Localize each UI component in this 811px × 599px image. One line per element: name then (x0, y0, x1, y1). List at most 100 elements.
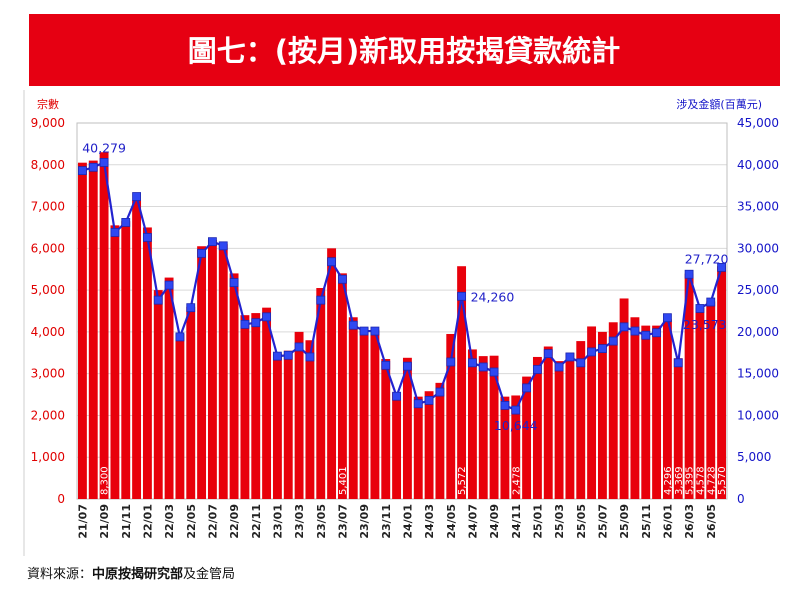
gridlines (76, 122, 728, 500)
bar (511, 395, 521, 499)
right-tick-label: 20,000 (737, 325, 779, 339)
bar (446, 333, 456, 499)
line-marker (88, 162, 98, 172)
line-marker (208, 237, 217, 247)
bar (565, 352, 575, 499)
left-tick-label: 0 (57, 492, 65, 506)
bar (77, 162, 87, 499)
bar (673, 358, 683, 499)
right-tick-label: 15,000 (737, 367, 779, 381)
line-marker (630, 326, 640, 336)
bar (121, 221, 131, 499)
x-tick-label: 26/05 (705, 504, 718, 539)
line-marker (446, 357, 456, 367)
left-tick-label: 7,000 (31, 200, 65, 214)
line-marker (251, 318, 261, 328)
line-marker (175, 332, 185, 342)
bar (684, 273, 694, 499)
line-marker (121, 218, 131, 227)
line-marker (543, 349, 553, 359)
x-tick-label: 23/07 (336, 504, 349, 539)
left-tick-label: 3,000 (31, 367, 65, 381)
line-marker (240, 319, 250, 329)
right-tick-label: 25,000 (737, 283, 779, 297)
line-marker (186, 303, 196, 313)
line-marker (370, 326, 380, 336)
x-tick-label: 24/05 (445, 504, 458, 539)
line-marker (598, 344, 607, 354)
bar-data-label: 8,300 (100, 466, 111, 495)
x-tick-label: 22/01 (141, 504, 154, 539)
line-marker (197, 248, 206, 258)
bar (522, 376, 532, 499)
line-marker (316, 295, 326, 305)
bar (402, 357, 412, 499)
line-marker (554, 362, 564, 372)
bar (186, 306, 196, 499)
bar-data-label: 5,570 (717, 466, 728, 495)
bar-data-label: 3,369 (674, 466, 685, 495)
line-marker (348, 320, 358, 330)
bar (597, 331, 607, 499)
plot-border (76, 122, 728, 500)
bar (543, 346, 553, 499)
bar (99, 152, 109, 499)
x-tick-label: 25/05 (575, 504, 588, 539)
line-marker (478, 362, 488, 372)
right-tick-label: 40,000 (737, 158, 779, 172)
line-data-label: 24,260 (471, 289, 515, 304)
right-tick-label: 5,000 (737, 450, 771, 464)
bar (706, 301, 716, 499)
line-marker (533, 365, 542, 374)
bar (608, 322, 618, 499)
bar (132, 200, 142, 500)
left-tick-label: 2,000 (31, 408, 65, 422)
bar (327, 248, 337, 499)
line-data-label: 27,720 (685, 251, 729, 266)
line-marker (706, 297, 716, 307)
line-marker (424, 396, 434, 405)
line-marker (587, 347, 596, 357)
bar-data-labels: 8,300 5,401 5,572 2,478 4,296 3,369 5,395 4,578… (100, 466, 728, 495)
bar (207, 239, 217, 499)
line-marker (99, 158, 109, 167)
right-tick-label: 10,000 (737, 408, 779, 422)
bar (316, 288, 326, 499)
line-marker (641, 330, 651, 340)
left-tick-label: 6,000 (31, 241, 65, 255)
line-data-label: 10,644 (494, 418, 538, 433)
line-marker (511, 405, 521, 415)
x-tick-label: 25/11 (640, 504, 653, 539)
bar (251, 313, 261, 499)
right-tick-label: 35,000 (737, 200, 779, 214)
left-axis-title: 宗數 (37, 97, 59, 111)
bar (175, 333, 185, 499)
x-tick-label: 23/03 (293, 504, 306, 539)
bar (294, 331, 304, 499)
right-tick-label: 30,000 (737, 241, 779, 255)
line-marker (435, 387, 445, 397)
bar (142, 227, 152, 499)
left-tick-label: 5,000 (31, 283, 65, 297)
right-tick-label: 45,000 (737, 116, 779, 130)
line-marker (262, 312, 271, 322)
x-tick-label: 25/01 (531, 504, 544, 539)
x-tick-label: 25/03 (553, 504, 566, 539)
line-marker (663, 313, 672, 323)
line-marker (500, 401, 510, 410)
bar (197, 246, 207, 499)
bar (717, 266, 727, 499)
source-prefix: 資料來源： (27, 567, 92, 582)
line-marker (338, 274, 347, 284)
right-axis-ticks: 0 5,000 10,000 15,000 20,000 25,000 30,000 35,0… (737, 116, 779, 506)
bar (489, 355, 499, 499)
line-marker (608, 336, 618, 346)
line-marker (305, 352, 315, 362)
x-tick-label: 22/03 (163, 504, 176, 539)
line-marker (695, 304, 705, 313)
bar (619, 298, 629, 499)
bar (153, 290, 163, 499)
bar (240, 315, 250, 499)
title-banner (29, 14, 780, 86)
